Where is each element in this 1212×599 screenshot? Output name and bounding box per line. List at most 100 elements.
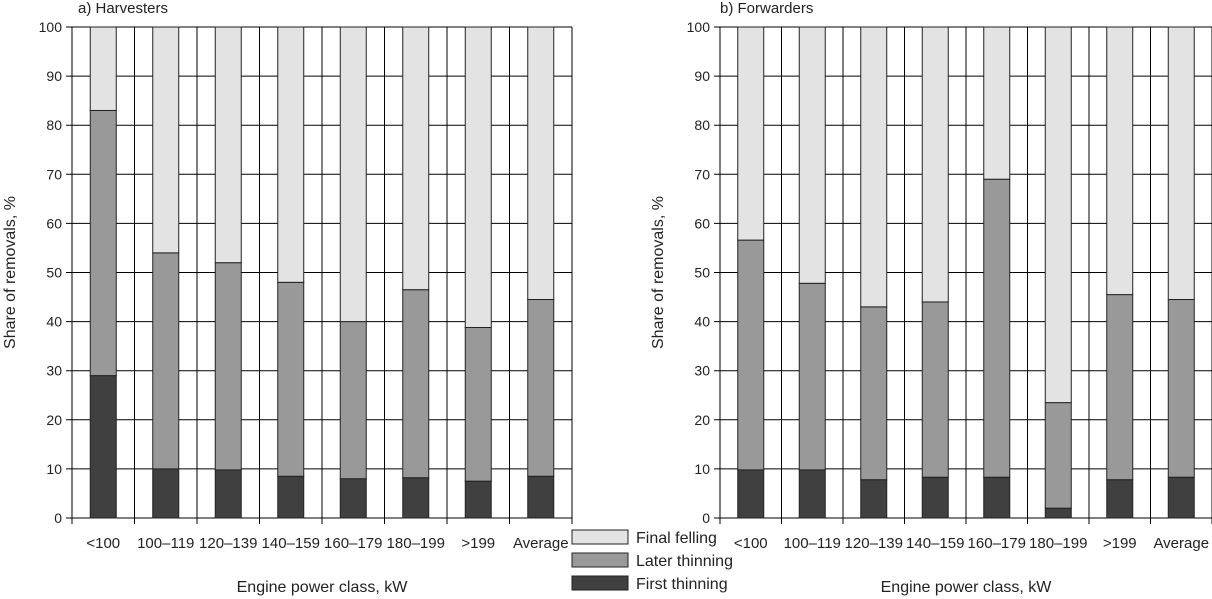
bar-segment-first-thinning xyxy=(277,475,305,519)
bar-segment-first-thinning xyxy=(339,478,367,519)
y-tick-label: 100 xyxy=(687,19,711,35)
forwarders-panel: 0 10 20 30 40 50 60 70 80 90 100 <100 100–119 120–139… xyxy=(650,0,1212,596)
y-tick-label: 80 xyxy=(46,117,62,133)
x-tick-label: 120–139 xyxy=(199,535,257,552)
y-tick-label: 60 xyxy=(694,215,710,231)
bar-segment-later-thinning xyxy=(402,289,430,479)
bar-segment-first-thinning xyxy=(402,477,430,519)
bar-segment-later-thinning xyxy=(1044,402,1072,509)
bar-segment-first-thinning xyxy=(1044,507,1072,519)
bar-segment-final-felling xyxy=(152,26,180,254)
bar-segment-later-thinning xyxy=(921,301,949,478)
y-tick-label: 100 xyxy=(39,19,63,35)
y-tick-label: 10 xyxy=(694,461,710,477)
x-tick-label: 160–179 xyxy=(324,535,382,552)
bar-segment-first-thinning xyxy=(860,479,888,519)
y-tick-label: 10 xyxy=(46,461,62,477)
legend-label-final-felling: Final felling xyxy=(636,530,717,547)
y-tick-label: 70 xyxy=(694,166,710,182)
legend-swatch-later-thinning xyxy=(571,552,629,568)
bar-segment-first-thinning xyxy=(214,469,242,519)
bar-segment-later-thinning xyxy=(1167,299,1195,478)
legend-label-later-thinning: Later thinning xyxy=(636,553,733,570)
bar-segment-later-thinning xyxy=(464,326,492,482)
x-tick-label: 100–119 xyxy=(137,535,194,552)
bar-segment-final-felling xyxy=(402,26,430,291)
bar-segment-first-thinning xyxy=(1106,479,1134,519)
bar-segment-final-felling xyxy=(214,26,242,264)
bar-segment-final-felling xyxy=(983,26,1011,180)
bar-segment-first-thinning xyxy=(1167,476,1195,519)
bar-segment-final-felling xyxy=(860,26,888,308)
y-tick-label: 50 xyxy=(694,265,710,281)
panel-title: b) Forwarders xyxy=(720,0,813,17)
y-axis-label: Share of removals, % xyxy=(650,196,667,349)
bar-segment-first-thinning xyxy=(89,375,117,519)
bar-segment-first-thinning xyxy=(152,468,180,519)
bar-segment-final-felling xyxy=(277,26,305,283)
x-tick-label: 140–159 xyxy=(262,535,320,552)
bar-segment-final-felling xyxy=(339,26,367,323)
x-tick-label: Average xyxy=(1153,535,1209,552)
y-tick-label: 90 xyxy=(46,68,62,84)
legend-label-first-thinning: First thinning xyxy=(636,576,728,593)
bar-segment-later-thinning xyxy=(339,321,367,480)
x-tick-label: 100–119 xyxy=(784,535,841,552)
y-tick-label: 50 xyxy=(46,265,62,281)
harvesters-panel: 0 10 20 30 40 50 60 70 80 90 100 <100 100–119 120–139… xyxy=(2,0,573,596)
bar-segment-final-felling xyxy=(1044,26,1072,404)
x-tick-label: <100 xyxy=(734,535,768,552)
y-axis-label: Share of removals, % xyxy=(2,196,19,349)
bar-segment-first-thinning xyxy=(798,469,826,519)
legend-swatch-final-felling xyxy=(571,529,629,545)
y-tick-label: 0 xyxy=(54,510,62,526)
x-tick-label: >199 xyxy=(1103,535,1137,552)
bar-segment-final-felling xyxy=(1167,26,1195,301)
y-tick-label: 20 xyxy=(694,412,710,428)
bar-segment-later-thinning xyxy=(89,109,117,377)
x-tick-label: >199 xyxy=(461,535,495,552)
bar-segment-later-thinning xyxy=(860,306,888,481)
x-axis-label: Engine power class, kW xyxy=(237,579,409,596)
x-tick-label: 140–159 xyxy=(906,535,964,552)
x-tick-label: Average xyxy=(513,535,569,552)
bar-segment-later-thinning xyxy=(737,239,765,471)
bar-segment-final-felling xyxy=(464,26,492,328)
y-tick-label: 30 xyxy=(694,363,710,379)
y-tick-label: 20 xyxy=(46,412,62,428)
bar-segment-later-thinning xyxy=(214,262,242,471)
y-tick-label: 90 xyxy=(694,68,710,84)
bar-segment-first-thinning xyxy=(737,469,765,519)
y-tick-label: 40 xyxy=(694,314,710,330)
bar-segment-later-thinning xyxy=(1106,294,1134,481)
y-tick-label: 70 xyxy=(46,166,62,182)
panel-title: a) Harvesters xyxy=(78,0,168,17)
x-tick-label: 180–199 xyxy=(387,535,445,552)
y-tick-label: 80 xyxy=(694,117,710,133)
bar-segment-first-thinning xyxy=(464,480,492,519)
bar-segment-later-thinning xyxy=(798,282,826,471)
bar-segment-final-felling xyxy=(798,26,826,284)
bar-segment-later-thinning xyxy=(277,281,305,477)
x-axis-label: Engine power class, kW xyxy=(881,579,1053,596)
bar-segment-final-felling xyxy=(89,26,117,111)
bar-segment-later-thinning xyxy=(152,252,180,470)
bar-segment-later-thinning xyxy=(983,178,1011,478)
x-tick-label: <100 xyxy=(86,535,120,552)
x-tick-label: 160–179 xyxy=(968,535,1026,552)
bar-segment-first-thinning xyxy=(921,476,949,519)
bar-segment-first-thinning xyxy=(527,475,555,519)
bar-segment-final-felling xyxy=(527,26,555,301)
y-tick-label: 30 xyxy=(46,363,62,379)
x-tick-label: 120–139 xyxy=(845,535,903,552)
y-tick-label: 0 xyxy=(702,510,710,526)
bar-segment-final-felling xyxy=(737,26,765,241)
legend: Final felling Later thinning First thinnin… xyxy=(571,529,733,593)
x-tick-label: 180–199 xyxy=(1029,535,1087,552)
bar-segment-final-felling xyxy=(1106,26,1134,296)
bar-segment-final-felling xyxy=(921,26,949,303)
bar-segment-first-thinning xyxy=(983,476,1011,519)
y-tick-label: 60 xyxy=(46,215,62,231)
y-tick-label: 40 xyxy=(46,314,62,330)
